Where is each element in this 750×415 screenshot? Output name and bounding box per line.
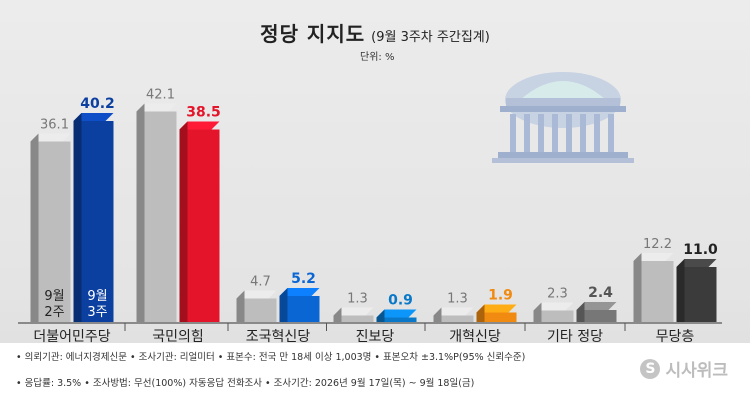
- unit-label: 단위: %: [360, 52, 395, 63]
- title-text: 정당 지지도: [260, 22, 366, 46]
- bar-previous: [633, 253, 674, 322]
- category-label: 개혁신당: [449, 329, 501, 345]
- bar-current: [476, 304, 517, 322]
- chart-subtitle: (9월 3주차 주간집계): [371, 30, 490, 45]
- bar-current: [376, 309, 417, 322]
- watermark-text: 시사위크: [665, 361, 728, 381]
- value-label-current: 40.2: [80, 96, 115, 112]
- bar-chart: 36.1 40.2 9월 2주 9월 3주 42.1 38.5 4.7 5.2 1.3 0.9 1.3 1…: [18, 72, 722, 345]
- series-legend-label: 9월 3주: [87, 289, 107, 320]
- value-label-previous: 12.2: [643, 237, 672, 252]
- footer-line-1: • 의뢰기관: 에너지경제신문 • 조사기관: 리얼미터 • 표본수: 전국 만…: [16, 352, 526, 363]
- footer-line-2: • 응답률: 3.5% • 조사방법: 무선(100%) 자동응답 전화조사 •…: [16, 378, 475, 389]
- bar-previous: [433, 307, 474, 322]
- bar-current: [676, 259, 717, 322]
- category-label: 더불어민주당: [33, 329, 110, 345]
- series-legend-label: 9월 2주: [44, 289, 64, 320]
- bar-previous: [136, 103, 177, 322]
- value-label-previous: 4.7: [250, 275, 271, 290]
- footer: • 의뢰기관: 에너지경제신문 • 조사기관: 리얼미터 • 표본수: 전국 만…: [0, 343, 750, 415]
- watermark: S 시사위크: [640, 356, 728, 381]
- bar-previous: [30, 133, 71, 322]
- bar-previous: [533, 302, 574, 322]
- bar-current: [179, 121, 220, 322]
- value-label-current: 11.0: [683, 242, 718, 258]
- category-label: 조국혁신당: [246, 329, 311, 345]
- bar-previous: [236, 290, 277, 322]
- watermark-logo-icon: S: [640, 358, 661, 379]
- assembly-building-icon: [492, 72, 634, 163]
- chart-title: 정당 지지도 (9월 3주차 주간집계): [0, 18, 750, 47]
- value-label-current: 5.2: [291, 271, 316, 287]
- value-label-current: 1.9: [488, 288, 513, 304]
- value-label-current: 38.5: [186, 105, 221, 121]
- value-label-previous: 1.3: [447, 292, 468, 307]
- value-label-current: 2.4: [588, 285, 613, 301]
- value-label-previous: 2.3: [547, 287, 568, 302]
- category-label: 무당층: [656, 329, 695, 345]
- bar-current: [576, 302, 617, 322]
- value-label-current: 0.9: [388, 293, 413, 309]
- bar-current: [279, 288, 320, 322]
- bar-current: [73, 113, 114, 322]
- value-label-previous: 42.1: [146, 88, 175, 103]
- category-label: 기타 정당: [547, 329, 603, 345]
- category-label: 국민의힘: [152, 329, 204, 345]
- bar-previous: [333, 307, 374, 322]
- value-label-previous: 36.1: [40, 118, 69, 133]
- value-label-previous: 1.3: [347, 292, 368, 307]
- category-label: 진보당: [356, 329, 395, 345]
